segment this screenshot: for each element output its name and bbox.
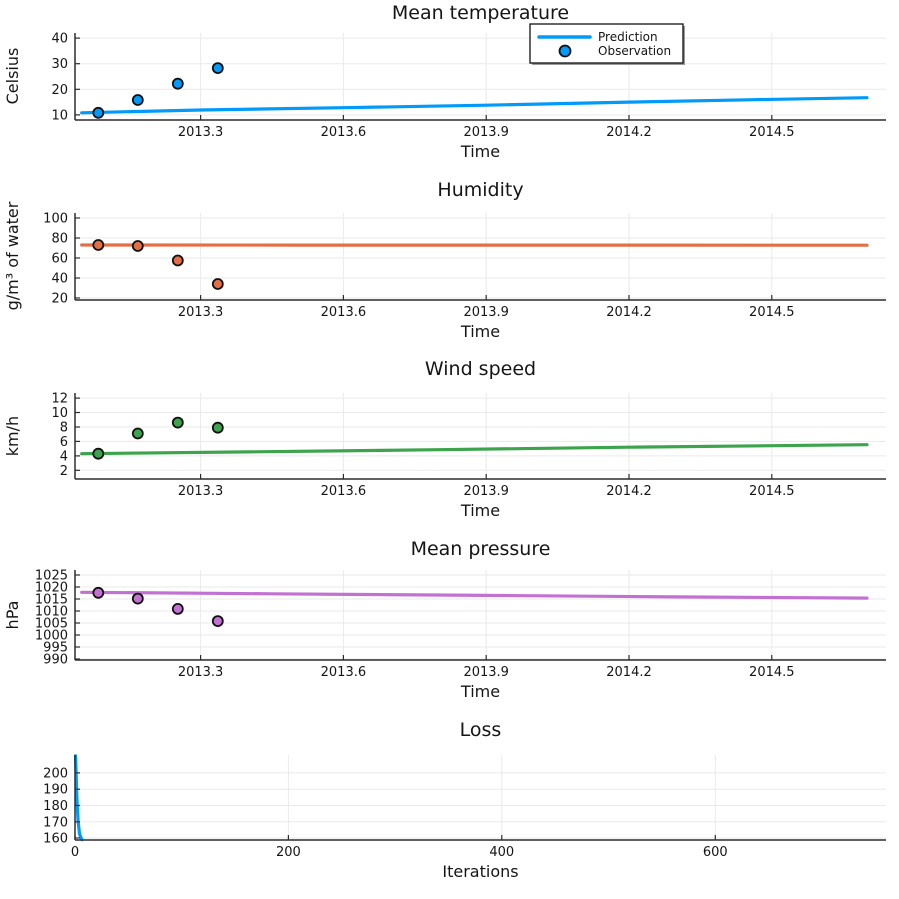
svg-text:40: 40 — [51, 32, 68, 47]
svg-text:1005: 1005 — [35, 617, 68, 632]
svg-text:0: 0 — [71, 845, 79, 860]
svg-text:160: 160 — [43, 832, 68, 847]
svg-text:995: 995 — [43, 641, 68, 656]
svg-text:1020: 1020 — [35, 581, 68, 596]
subplot-humidity-grid — [75, 213, 886, 300]
svg-text:2014.5: 2014.5 — [749, 125, 795, 140]
svg-text:2014.5: 2014.5 — [749, 305, 795, 320]
svg-text:8: 8 — [60, 421, 68, 436]
svg-text:2014.2: 2014.2 — [606, 484, 652, 499]
svg-text:2014.2: 2014.2 — [606, 125, 652, 140]
svg-text:10: 10 — [51, 406, 68, 421]
y-axis-label-pressure: hPa — [3, 600, 22, 630]
svg-text:2013.6: 2013.6 — [321, 125, 367, 140]
subplot-wind-speed-prediction-line — [80, 443, 869, 456]
subplot-wind-speed-grid — [75, 393, 886, 479]
svg-text:2013.9: 2013.9 — [463, 305, 509, 320]
chart-title-wind-speed: Wind speed — [424, 358, 537, 380]
svg-text:1015: 1015 — [35, 593, 68, 608]
svg-text:2013.6: 2013.6 — [321, 665, 367, 680]
svg-text:1025: 1025 — [35, 569, 68, 584]
chart-title-humidity: Humidity — [437, 179, 524, 201]
svg-text:Prediction: Prediction — [598, 30, 658, 44]
svg-text:2014.5: 2014.5 — [749, 484, 795, 499]
svg-text:2013.3: 2013.3 — [178, 305, 224, 320]
svg-text:2014.2: 2014.2 — [606, 305, 652, 320]
svg-text:4: 4 — [60, 449, 68, 464]
svg-text:200: 200 — [276, 845, 301, 860]
subplot-wind-speed-observation-markers — [92, 416, 224, 460]
x-axis-label-time-1: Time — [460, 142, 501, 161]
svg-text:10: 10 — [51, 108, 68, 123]
svg-text:Observation: Observation — [598, 44, 671, 58]
chart-title-mean-pressure: Mean pressure — [410, 538, 551, 560]
chart-title-mean-temperature: Mean temperature — [391, 2, 570, 24]
subplot-mean-pressure-grid — [75, 570, 886, 660]
svg-text:60: 60 — [51, 252, 68, 267]
chart-title-loss: Loss — [459, 719, 502, 741]
svg-text:2014.2: 2014.2 — [606, 665, 652, 680]
svg-text:2013.9: 2013.9 — [463, 125, 509, 140]
y-axis-label-celsius: Celsius — [3, 47, 22, 105]
svg-text:20: 20 — [51, 83, 68, 98]
svg-text:1010: 1010 — [35, 605, 68, 620]
svg-text:2013.6: 2013.6 — [321, 305, 367, 320]
svg-text:100: 100 — [43, 212, 68, 227]
svg-text:2013.9: 2013.9 — [463, 484, 509, 499]
y-axis-label-wind: km/h — [3, 415, 22, 457]
subplot-humidity-axes: 20 40 60 80 100 2013.3 2013.6 2013.9 2014.2 2014.… — [43, 212, 886, 320]
svg-text:80: 80 — [51, 232, 68, 247]
svg-text:2013.3: 2013.3 — [178, 665, 224, 680]
svg-text:20: 20 — [51, 292, 68, 307]
svg-text:2014.5: 2014.5 — [749, 665, 795, 680]
svg-text:2013.9: 2013.9 — [463, 665, 509, 680]
svg-text:30: 30 — [51, 57, 68, 72]
svg-text:40: 40 — [51, 272, 68, 287]
svg-text:600: 600 — [703, 845, 728, 860]
svg-text:12: 12 — [51, 392, 68, 407]
svg-text:2013.6: 2013.6 — [321, 484, 367, 499]
subplot-mean-temperature-observation-markers — [92, 62, 224, 119]
subplot-mean-temperature-prediction-line — [80, 96, 869, 115]
y-axis-label-humidity: g/m³ of water — [3, 201, 22, 311]
svg-text:170: 170 — [43, 815, 68, 830]
subplot-mean-pressure-prediction-line — [80, 590, 869, 600]
svg-text:400: 400 — [489, 845, 514, 860]
subplot-humidity-observation-markers — [92, 239, 224, 290]
svg-text:2013.3: 2013.3 — [178, 125, 224, 140]
subplot-loss-grid — [74, 755, 886, 840]
subplot-mean-pressure-observation-markers — [92, 586, 224, 627]
svg-text:1000: 1000 — [35, 629, 68, 644]
x-axis-label-time-4: Time — [460, 682, 501, 701]
svg-text:200: 200 — [43, 766, 68, 781]
svg-text:190: 190 — [43, 783, 68, 798]
x-axis-label-time-2: Time — [460, 322, 501, 341]
svg-text:2: 2 — [60, 464, 68, 479]
svg-text:990: 990 — [43, 653, 68, 668]
subplot-mean-temperature-grid — [75, 33, 886, 120]
subplot-loss-prediction-line — [73, 754, 84, 842]
svg-text:2013.3: 2013.3 — [178, 484, 224, 499]
x-axis-label-iterations: Iterations — [442, 862, 519, 881]
svg-text:6: 6 — [60, 435, 68, 450]
svg-text:180: 180 — [43, 799, 68, 814]
x-axis-label-time-3: Time — [460, 501, 501, 520]
subplot-mean-temperature-axes: 10 20 30 40 2013.3 2013.6 2013.9 2014.2 2014.5 — [51, 32, 886, 140]
